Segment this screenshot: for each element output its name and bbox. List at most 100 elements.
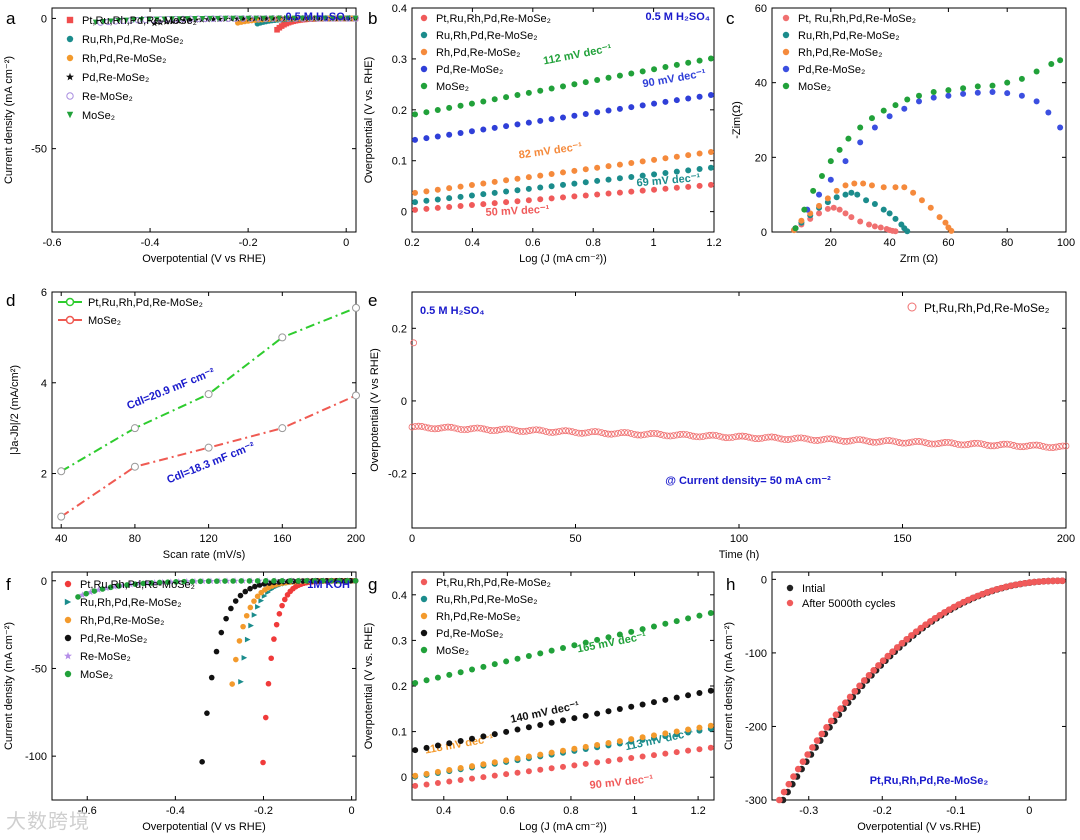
data-point bbox=[352, 391, 360, 400]
y-tick-label: 0.2 bbox=[392, 681, 407, 693]
data-point bbox=[582, 712, 589, 719]
tafel-slope-label: 113 mV dec⁻¹ bbox=[624, 727, 695, 753]
data-point bbox=[707, 687, 714, 694]
data-point bbox=[961, 441, 969, 449]
data-point bbox=[639, 158, 646, 165]
legend-marker bbox=[64, 670, 72, 678]
legend-label: Pd,Re-MoSe₂ bbox=[82, 72, 149, 84]
tafel-slope-label: 69 mV dec⁻¹ bbox=[636, 172, 701, 190]
data-point bbox=[707, 722, 714, 729]
data-point bbox=[229, 681, 235, 687]
y-tick-label: -100 bbox=[745, 648, 767, 660]
data-point bbox=[233, 656, 239, 663]
data-point bbox=[282, 596, 288, 603]
data-point bbox=[548, 719, 555, 726]
data-point bbox=[446, 778, 453, 785]
data-point bbox=[281, 14, 288, 22]
legend-label: Rh,Pd,Re-MoSe₂ bbox=[80, 615, 164, 627]
data-point bbox=[238, 678, 244, 685]
data-point bbox=[702, 432, 710, 440]
legend-label: Rh,Pd,Re-MoSe₂ bbox=[82, 53, 166, 65]
data-point bbox=[218, 629, 225, 636]
data-point bbox=[560, 763, 566, 770]
data-point bbox=[434, 674, 441, 681]
x-tick-label: 0 bbox=[1026, 805, 1032, 817]
panel-d: d 40 80 120 160 200 2 4 6 Scan rate (mV/s) |Ja-Jb|… bbox=[6, 287, 365, 561]
data-point bbox=[904, 228, 911, 235]
x-tick-label: 1.2 bbox=[690, 805, 705, 817]
data-point bbox=[265, 680, 272, 687]
data-point bbox=[278, 424, 287, 433]
panel-e: e 0 50 100 150 200 -0.2 0 0.2 Time (h) Overpotenti… bbox=[368, 291, 1075, 561]
data-point bbox=[673, 97, 680, 104]
data-point bbox=[748, 434, 756, 442]
data-point bbox=[790, 773, 797, 780]
data-point bbox=[915, 438, 923, 445]
y-axis-label: Current density (mA cm⁻²) bbox=[3, 56, 15, 184]
data-point bbox=[827, 717, 835, 725]
data-point bbox=[926, 618, 934, 625]
data-point bbox=[616, 72, 623, 79]
data-point bbox=[696, 612, 703, 619]
data-point bbox=[581, 429, 589, 437]
data-point bbox=[503, 728, 510, 735]
data-point bbox=[820, 435, 828, 443]
data-point bbox=[571, 112, 578, 119]
y-tick-label: -300 bbox=[745, 795, 767, 807]
data-point bbox=[1042, 443, 1050, 451]
data-point bbox=[491, 189, 498, 196]
data-point bbox=[875, 662, 882, 669]
legend-label: MoSe₂ bbox=[80, 669, 113, 681]
data-point bbox=[336, 577, 343, 584]
data-point bbox=[901, 105, 908, 112]
x-tick-label: -0.2 bbox=[239, 237, 258, 249]
data-point bbox=[605, 107, 612, 114]
panel-letter-h: h bbox=[726, 575, 735, 594]
data-point bbox=[889, 437, 897, 445]
data-point bbox=[532, 426, 540, 434]
data-point bbox=[184, 16, 191, 22]
x-tick-label: 0 bbox=[409, 533, 415, 545]
data-point bbox=[207, 15, 214, 22]
data-point bbox=[434, 425, 442, 432]
y-tick-label: 0.1 bbox=[392, 156, 407, 168]
data-point bbox=[942, 219, 949, 226]
data-point bbox=[832, 711, 840, 718]
data-point bbox=[836, 146, 843, 153]
x-tick-label: 200 bbox=[1057, 533, 1075, 545]
legend-marker bbox=[420, 578, 428, 586]
x-tick-label: 160 bbox=[273, 533, 291, 545]
data-point bbox=[131, 17, 137, 23]
data-point bbox=[738, 432, 746, 440]
data-point bbox=[662, 98, 669, 105]
data-point bbox=[228, 605, 234, 612]
y-axis-label: Overpotential (V vs RHE) bbox=[369, 348, 381, 471]
data-point bbox=[525, 753, 532, 760]
data-point bbox=[997, 441, 1004, 449]
data-point bbox=[303, 577, 310, 584]
x-tick-label: 40 bbox=[55, 533, 67, 545]
data-point bbox=[169, 16, 175, 22]
cdl-label: Cdl=20.9 mF cm⁻² bbox=[125, 366, 217, 412]
y-tick-label: -50 bbox=[31, 663, 47, 675]
data-point bbox=[575, 429, 583, 437]
tafel-slope-label: 165 mV dec⁻¹ bbox=[576, 630, 647, 655]
data-point bbox=[848, 189, 855, 196]
data-point bbox=[344, 577, 351, 584]
legend-label: Pd,Re-MoSe₂ bbox=[80, 633, 147, 645]
data-point bbox=[1057, 124, 1064, 131]
data-point bbox=[818, 173, 825, 179]
data-point bbox=[421, 423, 429, 431]
data-point bbox=[107, 584, 114, 591]
data-point bbox=[560, 114, 566, 121]
data-point bbox=[936, 214, 943, 221]
data-point bbox=[447, 423, 455, 431]
data-point bbox=[848, 214, 855, 221]
data-point bbox=[320, 577, 326, 584]
y-tick-label: 4 bbox=[41, 378, 47, 390]
legend-label: Re-MoSe₂ bbox=[82, 91, 133, 103]
data-point bbox=[75, 594, 81, 600]
data-point bbox=[1033, 441, 1040, 449]
data-point bbox=[758, 434, 766, 442]
